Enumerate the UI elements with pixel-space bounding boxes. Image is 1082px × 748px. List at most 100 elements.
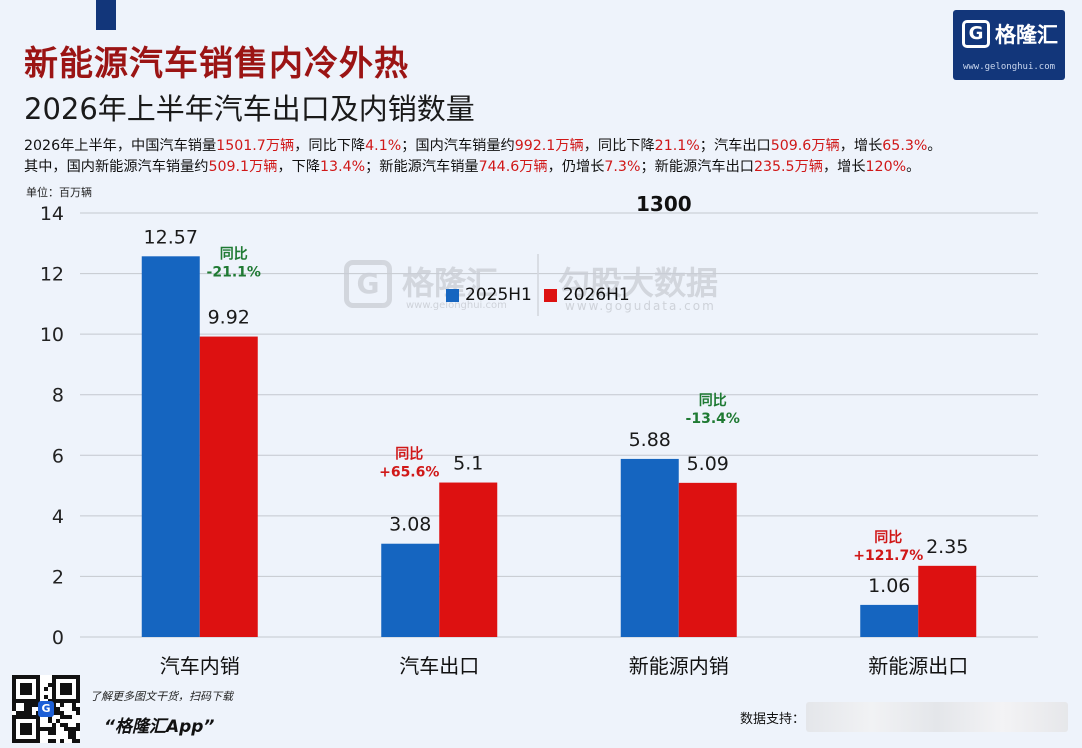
- data-support-logos: [806, 702, 1068, 732]
- qr-module: [60, 711, 64, 715]
- yoy-annotation-value: -21.1%: [207, 265, 261, 281]
- qr-module: [20, 683, 32, 695]
- y-tick-label: 14: [40, 203, 64, 225]
- summary-segment: ；新能源汽车出口: [640, 159, 754, 175]
- qr-module: [72, 703, 76, 707]
- summary-segment: ；国内汽车销量约: [401, 138, 515, 154]
- data-label: 1.06: [868, 575, 910, 597]
- qr-module: [44, 695, 48, 699]
- qr-module: [76, 711, 80, 715]
- qr-center-logo-icon: G: [38, 701, 54, 717]
- logo-g-icon: G: [962, 20, 990, 48]
- qr-module: [16, 711, 20, 715]
- bar-2026H1-2: [439, 482, 498, 637]
- watermark-brand-2: 勾股大数据: [558, 264, 719, 302]
- data-label: 2.35: [926, 536, 968, 558]
- qr-module: [68, 735, 72, 739]
- qr-module: [48, 739, 52, 743]
- data-label: 5.09: [687, 453, 729, 475]
- data-label: 5.1: [453, 453, 483, 475]
- logo-url: www.gelonghui.com: [962, 62, 1056, 72]
- x-category-label: 汽车出口: [399, 654, 479, 678]
- data-label: 12.57: [144, 226, 198, 248]
- qr-module: [56, 719, 60, 723]
- page-subtitle: 2026年上半年汽车出口及内销数量: [24, 92, 475, 126]
- logo-name: 格隆汇: [995, 23, 1058, 47]
- summary-segment: ；新能源汽车销量: [365, 159, 479, 175]
- qr-module: [72, 727, 76, 731]
- qr-module: [28, 703, 32, 707]
- summary-segment: ，增长: [839, 138, 883, 154]
- summary-segment: 2026年上半年，中国汽车销量: [24, 138, 217, 154]
- qr-module: [68, 715, 72, 719]
- qr-code[interactable]: G: [12, 675, 80, 743]
- qr-module: [48, 715, 52, 719]
- bar-2025H1-1: [141, 256, 200, 637]
- qr-module: [28, 707, 32, 711]
- summary-highlight: 7.3%: [604, 159, 641, 175]
- qr-module: [72, 731, 76, 735]
- summary-highlight: 992.1万辆: [514, 138, 584, 154]
- data-support-label: 数据支持：: [740, 712, 806, 727]
- qr-module: [24, 707, 28, 711]
- summary-segment: 其中，国内新能源汽车销量约: [24, 159, 209, 175]
- chart-legend: 2025H1 2026H1: [446, 285, 642, 305]
- qr-module: [40, 727, 44, 731]
- qr-module: [48, 719, 52, 723]
- qr-module: [76, 723, 80, 727]
- summary-highlight: 21.1%: [654, 138, 700, 154]
- summary-segment: ，增长: [822, 159, 866, 175]
- y-tick-label: 6: [52, 445, 64, 467]
- bar-2026H1-3: [678, 482, 737, 637]
- summary-line-2: 其中，国内新能源汽车销量约509.1万辆，下降13.4%；新能源汽车销量744.…: [24, 157, 942, 178]
- bar-2025H1-4: [860, 604, 919, 637]
- data-label: 5.88: [629, 429, 671, 451]
- yoy-annotation-value: +121.7%: [853, 548, 923, 564]
- y-tick-label: 2: [52, 566, 64, 588]
- qr-module: [32, 703, 36, 707]
- qr-module: [52, 703, 56, 707]
- page-title: 新能源汽车销售内冷外热: [24, 44, 409, 84]
- watermark-url-2: www.gogudata.com: [565, 299, 716, 313]
- data-label: 9.92: [208, 307, 250, 329]
- qr-module: [52, 731, 56, 735]
- x-category-label: 新能源内销: [629, 654, 729, 678]
- qr-module: [72, 707, 76, 711]
- qr-module: [64, 727, 68, 731]
- summary-highlight: 65.3%: [882, 138, 928, 154]
- x-category-label: 新能源出口: [868, 654, 968, 678]
- qr-module: [76, 707, 80, 711]
- qr-module: [76, 739, 80, 743]
- summary-segment: 。: [927, 138, 942, 154]
- summary-highlight: 13.4%: [320, 159, 366, 175]
- watermark-divider: [537, 254, 539, 316]
- qr-pattern: [12, 675, 80, 743]
- floating-label: 1300: [636, 192, 692, 216]
- bar-2026H1-1: [199, 336, 258, 637]
- qr-module: [60, 715, 64, 719]
- qr-module: [20, 711, 24, 715]
- legend-label-2026h1: 2026H1: [562, 285, 630, 305]
- y-tick-label: 0: [52, 627, 64, 649]
- qr-module: [48, 683, 52, 687]
- qr-module: [64, 715, 68, 719]
- promo-text: 了解更多图文干货，扫码下载: [90, 690, 233, 703]
- qr-module: [28, 711, 32, 715]
- summary-highlight: 509.6万辆: [770, 138, 840, 154]
- summary-segment: 。: [906, 159, 921, 175]
- bar-2026H1-4: [918, 565, 977, 637]
- top-accent-bar: [96, 0, 116, 30]
- summary-text: 2026年上半年，中国汽车销量1501.7万辆，同比下降4.1%；国内汽车销量约…: [24, 136, 942, 178]
- qr-module: [44, 687, 48, 691]
- qr-module: [64, 723, 68, 727]
- y-tick-label: 4: [52, 506, 64, 528]
- qr-module: [24, 703, 28, 707]
- yoy-annotation-value: +65.6%: [379, 465, 439, 481]
- brand-logo: G 格隆汇 www.gelonghui.com: [953, 10, 1065, 80]
- yoy-annotation-title: 同比: [220, 246, 248, 263]
- qr-module: [48, 727, 52, 731]
- qr-module: [48, 731, 52, 735]
- yoy-annotation-title: 同比: [395, 446, 423, 463]
- qr-module: [76, 727, 80, 731]
- y-tick-label: 8: [52, 385, 64, 407]
